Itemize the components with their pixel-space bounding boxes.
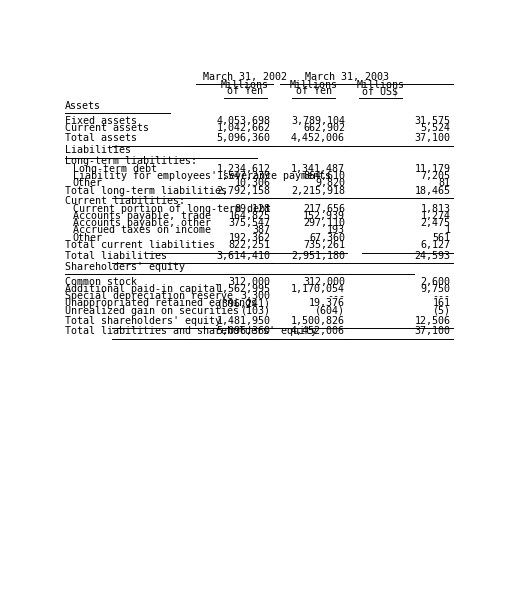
Text: 217,656: 217,656 xyxy=(303,204,345,214)
Text: (604): (604) xyxy=(315,306,345,316)
Text: Total liabilities and shareholders' equity: Total liabilities and shareholders' equi… xyxy=(65,326,317,336)
Text: 561: 561 xyxy=(433,233,450,243)
Text: Special depreciation reserve: Special depreciation reserve xyxy=(65,291,233,301)
Text: Total current liabilities: Total current liabilities xyxy=(65,240,215,250)
Text: 3,300: 3,300 xyxy=(240,291,271,301)
Text: Total liabilities: Total liabilities xyxy=(65,251,167,261)
Text: 387: 387 xyxy=(252,226,271,236)
Text: 312,000: 312,000 xyxy=(303,277,345,287)
Text: 1,481,950: 1,481,950 xyxy=(217,316,271,326)
Text: 1,500,826: 1,500,826 xyxy=(291,316,345,326)
Text: 9,820: 9,820 xyxy=(315,178,345,188)
Text: (396,241): (396,241) xyxy=(217,299,271,308)
Text: 1,813: 1,813 xyxy=(421,204,450,214)
Text: Fixed assets: Fixed assets xyxy=(65,116,137,126)
Text: ---: --- xyxy=(433,291,450,301)
Text: 1,042,662: 1,042,662 xyxy=(217,123,271,133)
Text: 89,128: 89,128 xyxy=(234,204,271,214)
Text: 2,792,158: 2,792,158 xyxy=(217,186,271,196)
Text: 81: 81 xyxy=(438,178,450,188)
Text: 7,205: 7,205 xyxy=(421,171,450,181)
Text: ---: --- xyxy=(327,291,345,301)
Text: 375,547: 375,547 xyxy=(229,218,271,228)
Text: Millions: Millions xyxy=(356,80,404,90)
Text: Additional paid-in capital: Additional paid-in capital xyxy=(65,284,221,294)
Text: 2,215,918: 2,215,918 xyxy=(291,186,345,196)
Text: 193: 193 xyxy=(327,226,345,236)
Text: Long-term debt: Long-term debt xyxy=(73,164,157,174)
Text: Accrued taxes on income: Accrued taxes on income xyxy=(73,226,211,236)
Text: 1,274: 1,274 xyxy=(421,211,450,221)
Text: 297,110: 297,110 xyxy=(303,218,345,228)
Text: 4,452,006: 4,452,006 xyxy=(291,133,345,143)
Text: Total assets: Total assets xyxy=(65,133,137,143)
Text: of US$: of US$ xyxy=(362,86,398,96)
Text: Accounts payable, trade: Accounts payable, trade xyxy=(73,211,211,221)
Text: 1: 1 xyxy=(444,226,450,236)
Text: 18,465: 18,465 xyxy=(415,186,450,196)
Text: Other: Other xyxy=(73,233,103,243)
Text: 3,789,104: 3,789,104 xyxy=(291,116,345,126)
Text: Other: Other xyxy=(73,178,103,188)
Text: 1,562,995: 1,562,995 xyxy=(217,284,271,294)
Text: Long-term liabilities:: Long-term liabilities: xyxy=(65,156,196,166)
Text: 312,000: 312,000 xyxy=(229,277,271,287)
Text: Shareholders' equity: Shareholders' equity xyxy=(65,262,185,272)
Text: Millions: Millions xyxy=(289,80,338,90)
Text: Common stock: Common stock xyxy=(65,277,137,287)
Text: 10,306: 10,306 xyxy=(234,178,271,188)
Text: 4,053,698: 4,053,698 xyxy=(217,116,271,126)
Text: of Yen: of Yen xyxy=(295,86,332,96)
Text: (5): (5) xyxy=(433,306,450,316)
Text: 5,096,360: 5,096,360 xyxy=(217,133,271,143)
Text: Unappropriated retained earnings: Unappropriated retained earnings xyxy=(65,299,257,308)
Text: 662,902: 662,902 xyxy=(303,123,345,133)
Text: 192,362: 192,362 xyxy=(229,233,271,243)
Text: 2,951,180: 2,951,180 xyxy=(291,251,345,261)
Text: Total shareholders' equity: Total shareholders' equity xyxy=(65,316,221,326)
Text: 37,100: 37,100 xyxy=(415,326,450,336)
Text: March 31, 2003: March 31, 2003 xyxy=(305,72,389,82)
Text: 11,179: 11,179 xyxy=(415,164,450,174)
Text: 24,593: 24,593 xyxy=(415,251,450,261)
Text: 1,547,239: 1,547,239 xyxy=(217,171,271,181)
Text: 5,096,360: 5,096,360 xyxy=(217,326,271,336)
Text: 4,452,006: 4,452,006 xyxy=(291,326,345,336)
Text: 19,376: 19,376 xyxy=(309,299,345,308)
Text: (103): (103) xyxy=(240,306,271,316)
Text: 2,475: 2,475 xyxy=(421,218,450,228)
Text: Unrealized gain on securities: Unrealized gain on securities xyxy=(65,306,239,316)
Text: Current assets: Current assets xyxy=(65,123,148,133)
Text: Accounts payable, other: Accounts payable, other xyxy=(73,218,211,228)
Text: Total long-term liabilities: Total long-term liabilities xyxy=(65,186,227,196)
Text: 161: 161 xyxy=(433,299,450,308)
Text: 735,261: 735,261 xyxy=(303,240,345,250)
Text: Current portion of long-term debt: Current portion of long-term debt xyxy=(73,204,271,214)
Text: 152,939: 152,939 xyxy=(303,211,345,221)
Text: 864,610: 864,610 xyxy=(303,171,345,181)
Text: 37,100: 37,100 xyxy=(415,133,450,143)
Text: March 31, 2002: March 31, 2002 xyxy=(203,72,287,82)
Text: 1,170,054: 1,170,054 xyxy=(291,284,345,294)
Text: 6,127: 6,127 xyxy=(421,240,450,250)
Text: Liability for employees' severance payments: Liability for employees' severance payme… xyxy=(73,171,330,181)
Text: Millions: Millions xyxy=(221,80,269,90)
Text: 1,341,487: 1,341,487 xyxy=(291,164,345,174)
Text: 164,825: 164,825 xyxy=(229,211,271,221)
Text: 2,600: 2,600 xyxy=(421,277,450,287)
Text: Liabilities: Liabilities xyxy=(65,145,131,155)
Text: 3,614,410: 3,614,410 xyxy=(217,251,271,261)
Text: 9,750: 9,750 xyxy=(421,284,450,294)
Text: 822,251: 822,251 xyxy=(229,240,271,250)
Text: 31,575: 31,575 xyxy=(415,116,450,126)
Text: of Yen: of Yen xyxy=(227,86,263,96)
Text: Assets: Assets xyxy=(65,101,100,111)
Text: Current liabilities:: Current liabilities: xyxy=(65,196,185,206)
Text: 5,524: 5,524 xyxy=(421,123,450,133)
Text: 67,360: 67,360 xyxy=(309,233,345,243)
Text: 12,506: 12,506 xyxy=(415,316,450,326)
Text: 1,234,612: 1,234,612 xyxy=(217,164,271,174)
